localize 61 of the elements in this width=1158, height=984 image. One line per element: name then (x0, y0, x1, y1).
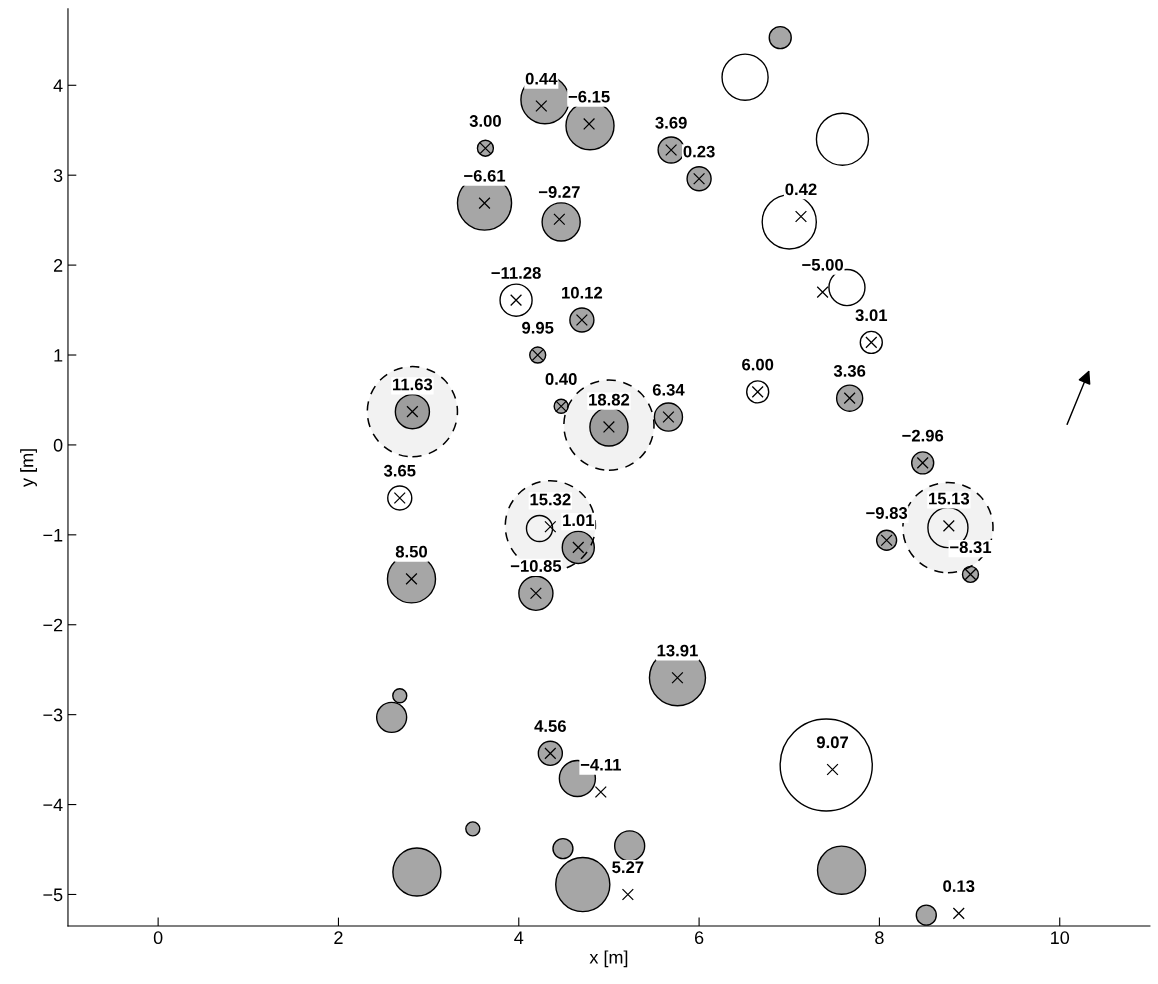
annotation: −10.85 (510, 560, 562, 572)
point (544, 520, 557, 533)
annotation: 3.65 (383, 464, 416, 477)
annotation: 0.44 (525, 72, 558, 85)
x-tick-label: 4 (514, 931, 524, 944)
annotation: −5.00 (802, 258, 844, 271)
y-tick-label: 3 (53, 169, 63, 182)
y-tick-label: 4 (53, 79, 63, 92)
point (826, 763, 839, 776)
x-tick-label: 2 (334, 931, 343, 944)
x-axis-title: x [m] (589, 950, 628, 968)
annotation: 10.12 (562, 286, 603, 299)
annotation: −9.27 (538, 186, 580, 198)
point (952, 907, 965, 920)
y-tick-label: 1 (54, 349, 63, 362)
x-tick-label: 8 (875, 931, 884, 945)
annotation: 15.32 (530, 493, 571, 506)
point (794, 210, 807, 223)
y-axis-title: y [m] (20, 449, 37, 487)
annotation: −8.31 (950, 541, 992, 554)
x-tick-label: 10 (1051, 931, 1070, 945)
x-tick-label: 0 (153, 931, 163, 945)
point (671, 671, 684, 684)
point (621, 888, 634, 901)
y-tick-label: −2 (43, 618, 63, 632)
annotation: 1.01 (563, 514, 595, 527)
annotation: 13.91 (657, 644, 698, 657)
annotation: 6.34 (652, 383, 685, 396)
y-tick-label: 2 (53, 259, 63, 272)
annotation: 3.00 (469, 115, 501, 127)
annotation: 5.27 (612, 861, 644, 874)
annotation: −2.96 (902, 429, 944, 442)
y-tick-label: 0 (53, 438, 63, 452)
annotation: 9.95 (522, 321, 554, 334)
x-tick-label: 6 (694, 931, 704, 945)
annotation: 0.42 (785, 183, 817, 196)
annotation: 15.13 (929, 492, 970, 505)
annotation: 0.40 (545, 373, 577, 385)
y-tick-label: −1 (43, 528, 63, 542)
annotation: −11.28 (491, 267, 541, 279)
y-tick-label: −3 (43, 708, 63, 722)
annotation: 3.01 (855, 309, 888, 322)
annotation: 0.13 (943, 880, 975, 893)
annotation: −6.61 (464, 169, 506, 182)
annotation: 0.23 (683, 145, 715, 158)
annotation: −9.83 (866, 507, 908, 519)
annotation: −6.15 (568, 90, 610, 103)
annotation: 11.63 (393, 378, 433, 391)
point (478, 197, 491, 210)
annotation: 3.69 (655, 116, 687, 129)
annotation: 8.50 (395, 545, 428, 558)
point (816, 286, 829, 299)
annotation: 9.07 (816, 736, 849, 749)
annotation: 3.36 (833, 365, 866, 377)
y-tick-label: −4 (43, 798, 63, 812)
annotation: 18.82 (589, 393, 630, 406)
annotation: 4.56 (534, 720, 566, 732)
annotation: 6.00 (742, 358, 774, 371)
y-tick-label: −5 (43, 888, 63, 902)
annotation: −4.11 (580, 759, 621, 771)
point (594, 785, 607, 798)
